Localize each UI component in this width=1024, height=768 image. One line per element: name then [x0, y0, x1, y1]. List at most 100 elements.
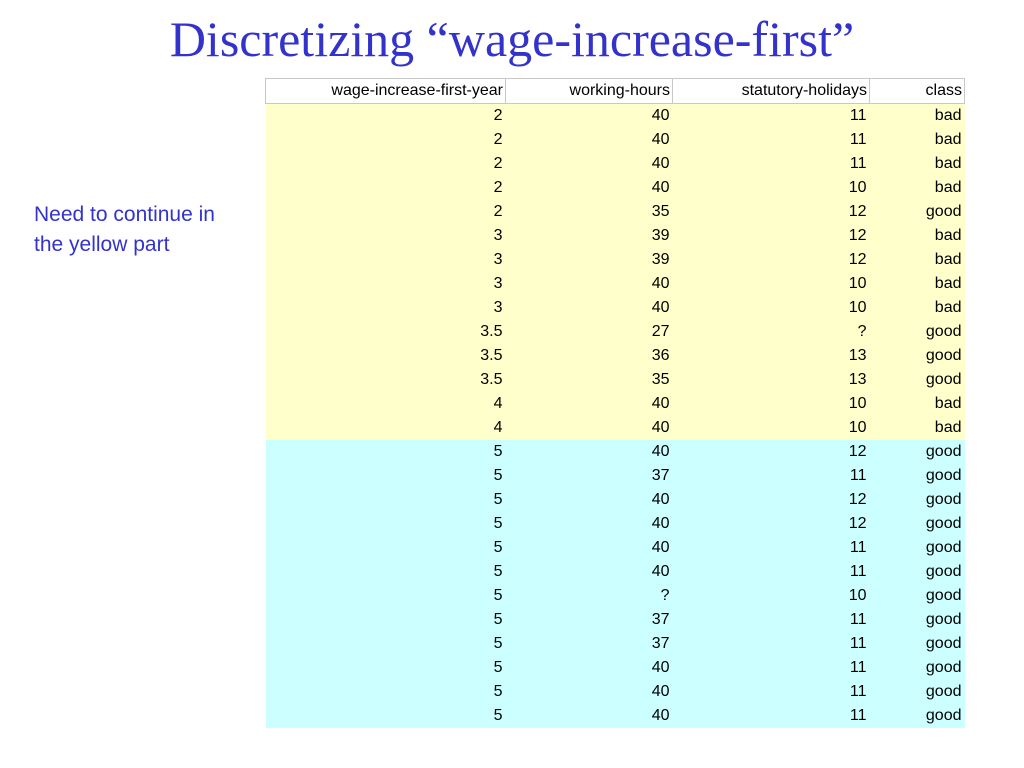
cell-working-hours: 40	[505, 488, 673, 512]
side-note: Need to continue in the yellow part	[34, 203, 215, 256]
cell-statutory-holidays: 10	[672, 272, 870, 296]
cell-wage-increase-first-year: 5	[265, 704, 506, 728]
cell-statutory-holidays: 10	[672, 296, 870, 320]
cell-statutory-holidays: 10	[672, 416, 870, 440]
cell-class: good	[869, 488, 965, 512]
table-row: 5 40 12 good	[265, 488, 965, 512]
cell-wage-increase-first-year: 2	[265, 103, 506, 128]
cell-working-hours: 40	[505, 680, 673, 704]
table-row: 2 40 11 bad	[265, 103, 965, 128]
cell-statutory-holidays: 11	[672, 464, 870, 488]
table-header-row: wage-increase-first-year working-hours s…	[265, 78, 965, 104]
table-row: 3.5 27? good	[265, 320, 965, 344]
cell-working-hours: 39	[505, 224, 673, 248]
cell-statutory-holidays: 11	[672, 103, 870, 128]
table-row: 5? 10 good	[265, 584, 965, 608]
cell-statutory-holidays: 11	[672, 704, 870, 728]
cell-class: bad	[869, 296, 965, 320]
cell-statutory-holidays: 10	[672, 392, 870, 416]
cell-wage-increase-first-year: 3	[265, 272, 506, 296]
cell-working-hours: 40	[505, 272, 673, 296]
cell-wage-increase-first-year: 5	[265, 512, 506, 536]
cell-working-hours: 40	[505, 560, 673, 584]
cell-wage-increase-first-year: 3	[265, 248, 506, 272]
cell-wage-increase-first-year: 5	[265, 608, 506, 632]
cell-wage-increase-first-year: 5	[265, 680, 506, 704]
cell-working-hours: 35	[505, 200, 673, 224]
column-header-statutory-holidays: statutory-holidays	[672, 78, 870, 104]
cell-wage-increase-first-year: 5	[265, 560, 506, 584]
cell-statutory-holidays: 13	[672, 368, 870, 392]
table-row: 3 39 12 bad	[265, 248, 965, 272]
cell-wage-increase-first-year: 2	[265, 152, 506, 176]
cell-class: bad	[869, 248, 965, 272]
cell-statutory-holidays: 11	[672, 656, 870, 680]
cell-working-hours: 40	[505, 416, 673, 440]
cell-class: good	[869, 680, 965, 704]
table-row: 5 40 11 good	[265, 560, 965, 584]
cell-wage-increase-first-year: 5	[265, 536, 506, 560]
cell-wage-increase-first-year: 3	[265, 224, 506, 248]
table-row: 3 40 10 bad	[265, 296, 965, 320]
cell-class: good	[869, 584, 965, 608]
table-row: 2 40 11 bad	[265, 152, 965, 176]
table-row: 5 40 11 good	[265, 536, 965, 560]
cell-class: bad	[869, 152, 965, 176]
table-row: 5 37 11 good	[265, 464, 965, 488]
cell-working-hours: 40	[505, 512, 673, 536]
cell-class: bad	[869, 176, 965, 200]
table-row: 4 40 10 bad	[265, 392, 965, 416]
slide-title: Discretizing “wage-increase-first”	[169, 11, 855, 67]
cell-wage-increase-first-year: 3.5	[265, 320, 506, 344]
cell-wage-increase-first-year: 3.5	[265, 344, 506, 368]
cell-working-hours: 27	[505, 320, 673, 344]
cell-statutory-holidays: 12	[672, 512, 870, 536]
cell-class: good	[869, 344, 965, 368]
cell-wage-increase-first-year: 2	[265, 128, 506, 152]
cell-wage-increase-first-year: 5	[265, 464, 506, 488]
cell-statutory-holidays: 11	[672, 680, 870, 704]
table-row: 3 40 10 bad	[265, 272, 965, 296]
cell-working-hours: 40	[505, 176, 673, 200]
cell-wage-increase-first-year: 3.5	[265, 368, 506, 392]
table-row: 3 39 12 bad	[265, 224, 965, 248]
cell-statutory-holidays: 12	[672, 488, 870, 512]
cell-working-hours: 37	[505, 608, 673, 632]
cell-class: good	[869, 656, 965, 680]
cell-wage-increase-first-year: 5	[265, 440, 506, 464]
cell-working-hours: 40	[505, 296, 673, 320]
column-header-wage-increase-first-year: wage-increase-first-year	[265, 78, 506, 104]
cell-statutory-holidays: 11	[672, 608, 870, 632]
cell-working-hours: 40	[505, 103, 673, 128]
cell-working-hours: 39	[505, 248, 673, 272]
cell-class: good	[869, 464, 965, 488]
table-row: 2 35 12 good	[265, 200, 965, 224]
cell-working-hours: 40	[505, 152, 673, 176]
cell-wage-increase-first-year: 2	[265, 200, 506, 224]
cell-statutory-holidays: 11	[672, 128, 870, 152]
cell-wage-increase-first-year: 5	[265, 656, 506, 680]
cell-statutory-holidays: 10	[672, 584, 870, 608]
cell-working-hours: 37	[505, 464, 673, 488]
cell-statutory-holidays: 10	[672, 176, 870, 200]
cell-class: good	[869, 440, 965, 464]
cell-working-hours: 37	[505, 632, 673, 656]
cell-class: bad	[869, 128, 965, 152]
cell-working-hours: ?	[505, 584, 673, 608]
cell-statutory-holidays: 12	[672, 248, 870, 272]
cell-statutory-holidays: 11	[672, 632, 870, 656]
cell-working-hours: 40	[505, 704, 673, 728]
cell-wage-increase-first-year: 5	[265, 632, 506, 656]
table-row: 5 40 11 good	[265, 656, 965, 680]
cell-statutory-holidays: 12	[672, 440, 870, 464]
cell-class: good	[869, 608, 965, 632]
data-table-container: wage-increase-first-year working-hours s…	[265, 78, 965, 728]
cell-wage-increase-first-year: 5	[265, 488, 506, 512]
cell-class: bad	[869, 392, 965, 416]
cell-working-hours: 35	[505, 368, 673, 392]
cell-wage-increase-first-year: 4	[265, 416, 506, 440]
cell-working-hours: 40	[505, 128, 673, 152]
table-row: 5 40 12 good	[265, 512, 965, 536]
cell-working-hours: 40	[505, 656, 673, 680]
